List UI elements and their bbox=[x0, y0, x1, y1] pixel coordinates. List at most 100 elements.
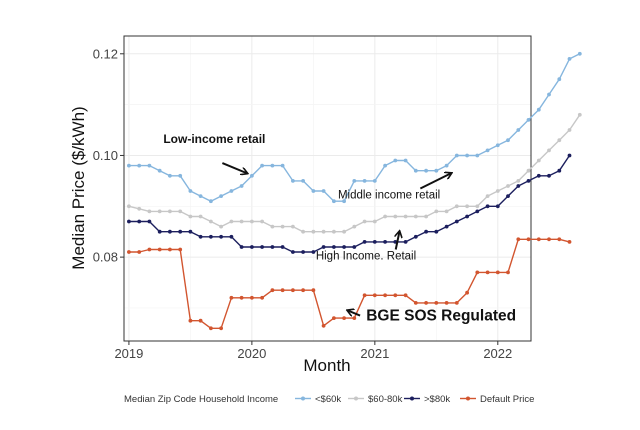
data-point bbox=[198, 214, 203, 219]
data-point bbox=[209, 326, 213, 331]
annotation-text: Low-income retail bbox=[163, 132, 265, 146]
data-point bbox=[383, 240, 387, 244]
data-point bbox=[168, 229, 172, 234]
data-point bbox=[352, 316, 357, 320]
data-point bbox=[301, 250, 305, 254]
data-point bbox=[229, 219, 234, 224]
data-point bbox=[516, 184, 521, 188]
legend-key-point bbox=[466, 396, 470, 401]
data-point bbox=[434, 209, 439, 214]
annotation-arrow bbox=[348, 311, 361, 317]
data-point bbox=[465, 204, 469, 209]
data-point bbox=[332, 229, 336, 234]
data-point bbox=[454, 153, 459, 158]
data-point bbox=[557, 168, 562, 173]
data-point bbox=[321, 245, 326, 249]
data-point bbox=[495, 204, 500, 209]
data-point bbox=[362, 219, 367, 224]
data-point bbox=[332, 316, 336, 320]
data-point bbox=[495, 270, 500, 275]
data-point bbox=[126, 219, 131, 224]
data-point bbox=[372, 293, 377, 298]
data-point bbox=[157, 168, 162, 173]
data-point bbox=[291, 288, 295, 293]
data-point bbox=[454, 219, 459, 224]
data-point bbox=[383, 163, 387, 168]
data-point bbox=[516, 237, 521, 242]
data-point bbox=[157, 229, 162, 234]
data-point bbox=[321, 323, 326, 328]
data-point bbox=[270, 288, 275, 293]
data-point bbox=[506, 138, 510, 143]
data-point bbox=[372, 219, 377, 224]
x-tick-label: 2022 bbox=[483, 346, 512, 361]
data-point bbox=[311, 229, 316, 234]
data-point bbox=[424, 168, 428, 173]
data-point bbox=[229, 295, 234, 300]
data-point bbox=[424, 229, 428, 234]
x-tick-label: 2020 bbox=[237, 346, 266, 361]
data-point bbox=[250, 245, 254, 249]
data-point bbox=[229, 189, 234, 193]
data-point bbox=[126, 163, 131, 168]
data-point bbox=[168, 173, 172, 178]
data-point bbox=[311, 189, 316, 193]
annotation-text: BGE SOS Regulated bbox=[366, 308, 516, 325]
data-point bbox=[250, 173, 254, 178]
data-point bbox=[229, 234, 234, 239]
legend-label: >$80k bbox=[424, 394, 450, 405]
data-point bbox=[126, 250, 131, 254]
data-point bbox=[342, 316, 346, 320]
data-point bbox=[239, 245, 244, 249]
data-point bbox=[465, 290, 469, 295]
data-point bbox=[250, 219, 254, 224]
data-point bbox=[137, 219, 142, 224]
plot-panel-border bbox=[123, 35, 532, 342]
data-point bbox=[506, 194, 510, 199]
data-point bbox=[239, 219, 244, 224]
data-point bbox=[444, 163, 449, 168]
data-point bbox=[413, 214, 418, 219]
data-point bbox=[178, 173, 183, 178]
data-point bbox=[485, 148, 490, 153]
data-point bbox=[260, 219, 264, 224]
data-point bbox=[536, 173, 541, 178]
data-point bbox=[485, 270, 490, 275]
data-point bbox=[495, 143, 500, 148]
data-point bbox=[444, 224, 449, 229]
data-point bbox=[557, 138, 562, 143]
data-point bbox=[311, 288, 316, 293]
annotation-arrow bbox=[419, 173, 451, 190]
data-point bbox=[342, 199, 346, 204]
data-point bbox=[137, 206, 142, 211]
data-point bbox=[198, 318, 203, 323]
data-point bbox=[577, 51, 582, 56]
legend: Median Zip Code Household Income <$60k $6… bbox=[124, 394, 534, 405]
data-point bbox=[219, 234, 224, 239]
data-point bbox=[393, 293, 398, 298]
data-point bbox=[393, 214, 398, 219]
data-point bbox=[291, 224, 295, 229]
data-point bbox=[567, 128, 572, 132]
data-point bbox=[577, 112, 582, 117]
data-point bbox=[270, 163, 275, 168]
data-point bbox=[547, 173, 551, 178]
data-point bbox=[178, 247, 183, 252]
data-point bbox=[485, 194, 490, 199]
data-point bbox=[260, 295, 264, 300]
legend-key-point bbox=[354, 396, 358, 401]
data-point bbox=[485, 204, 490, 209]
y-tick-label: 0.08 bbox=[93, 250, 118, 265]
legend-key-point bbox=[301, 396, 305, 401]
data-point bbox=[352, 179, 357, 183]
data-point bbox=[219, 224, 224, 229]
data-point bbox=[526, 237, 531, 242]
data-point bbox=[434, 301, 439, 305]
data-point bbox=[434, 168, 439, 173]
annotation-layer: Low-income retail Middle income retail Hig… bbox=[163, 132, 516, 325]
data-point bbox=[403, 158, 408, 163]
data-point bbox=[536, 158, 541, 163]
data-point bbox=[280, 245, 285, 249]
data-point bbox=[219, 194, 224, 199]
data-point bbox=[413, 168, 418, 173]
